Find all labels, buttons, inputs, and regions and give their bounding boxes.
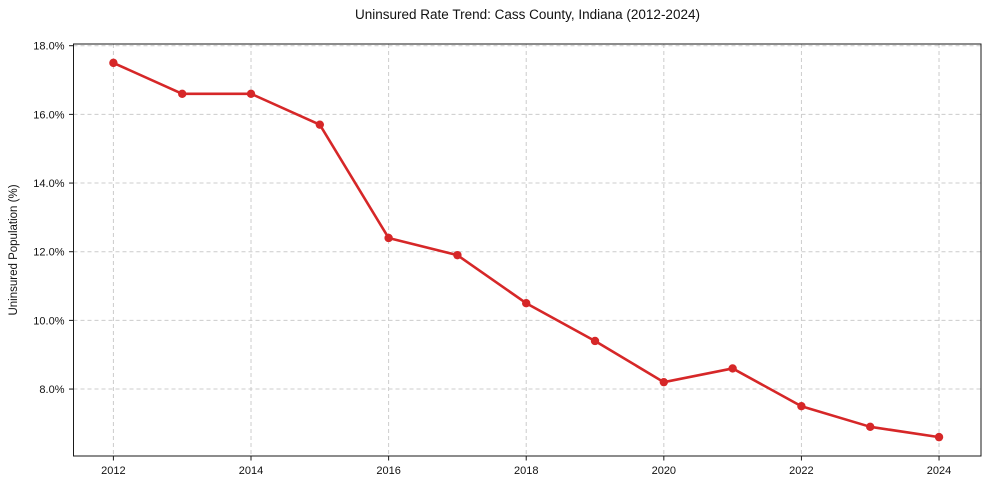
data-point [109, 58, 118, 68]
data-point [797, 402, 806, 411]
data-point [384, 233, 393, 243]
data-point [934, 432, 944, 442]
y-tick-label: 8.0% [39, 384, 64, 396]
x-tick-label: 2020 [652, 465, 676, 477]
data-point [590, 336, 600, 346]
data-point [728, 364, 737, 373]
data-point [866, 422, 875, 432]
y-tick-label: 14.0% [33, 178, 64, 190]
x-tick-label: 2024 [927, 465, 951, 477]
data-point [453, 250, 462, 260]
x-tick-label: 2016 [376, 465, 400, 477]
y-tick-label: 16.0% [33, 109, 64, 121]
y-tick-label: 10.0% [33, 315, 64, 327]
x-tick-label: 2018 [514, 465, 538, 477]
plot-border [73, 43, 982, 457]
y-tick-label: 18.0% [33, 41, 64, 53]
x-tick-label: 2014 [239, 465, 263, 477]
data-point [246, 89, 256, 98]
x-tick-label: 2012 [101, 465, 125, 477]
data-point [659, 377, 669, 387]
data-point [315, 120, 325, 129]
data-point [178, 89, 187, 98]
chart-title: Uninsured Rate Trend: Cass County, India… [355, 7, 700, 22]
y-tick-label: 12.0% [33, 247, 64, 259]
data-point [522, 299, 531, 308]
x-tick-label: 2022 [789, 465, 813, 477]
